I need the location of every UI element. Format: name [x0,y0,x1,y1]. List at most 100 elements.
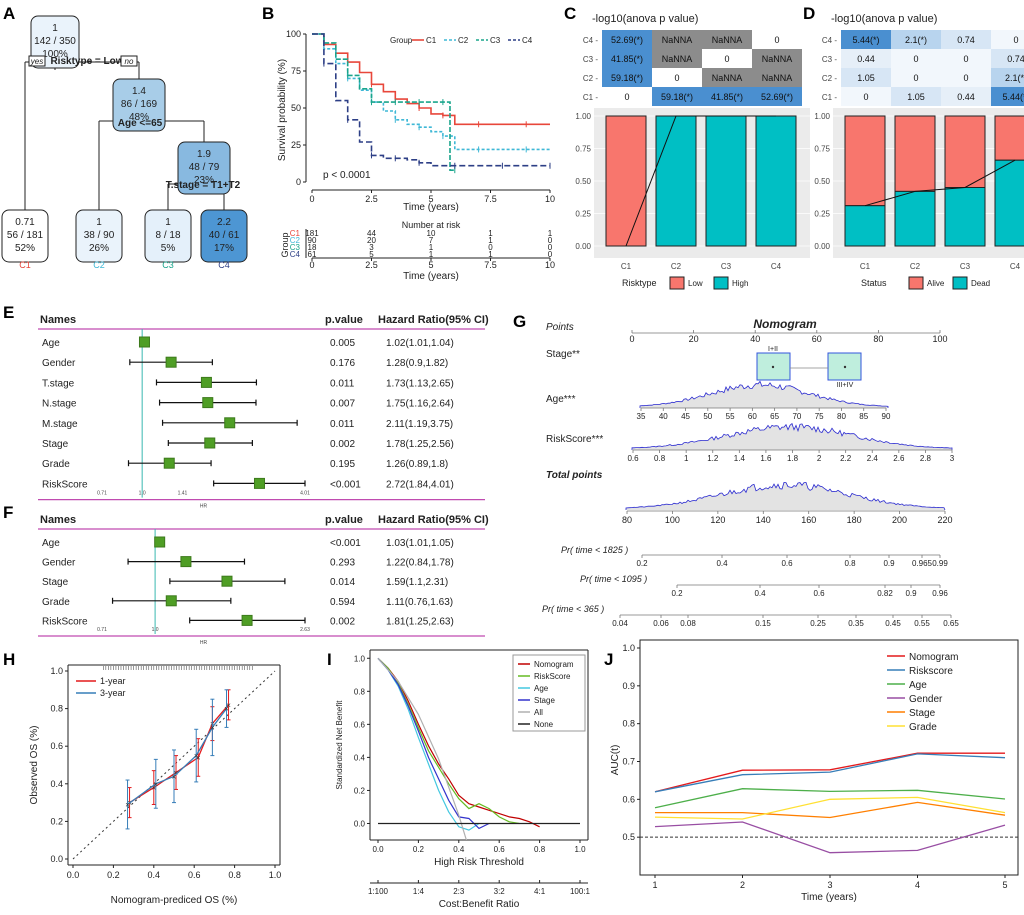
km-curve-C2 [312,33,550,151]
heatmap-cell-value: 1.05 [907,92,925,102]
y-tick-label: 0.00 [814,242,830,251]
node-count: 48 / 79 [189,162,220,173]
dca-line-Nomogram [377,657,540,828]
axis-tick-label: 2.63 [300,627,310,633]
heatmap-cell [991,87,1024,106]
axis-tick-label: 1.0 [139,491,146,497]
ideal-line [72,670,276,860]
yes-box [28,55,46,67]
tick-label: 0.08 [680,619,696,628]
axis-tick-label: 0.71 [97,491,107,497]
tick-label: 0.96 [932,589,948,598]
legend-label: Riskscore [909,666,953,677]
node-value: 1 [96,217,102,228]
risk-group-label: C2 [290,236,301,245]
hazard-ratio: 1.59(1.1,2.31) [386,577,448,588]
heatmap-cell [841,30,891,49]
y-tick-label: 1.0 [50,666,63,676]
hr-estimate-marker [221,575,233,587]
tick-label: 0.45 [885,619,901,628]
heatmap-cell-value: 0 [674,73,679,83]
panel-label: E [3,303,14,322]
calibration-point: × [174,769,179,778]
axis-tick-label: 4.01 [300,491,310,497]
y-tick-label: 0.9 [622,681,635,691]
hazard-ratio: 1.22(0.84,1.78) [386,558,454,569]
y-axis-title: AUC(t) [610,745,621,776]
x-tick-label: 2 [740,880,745,890]
risk-count: 44 [367,229,376,238]
hr-estimate-marker [241,614,253,626]
trend-line [864,159,1016,207]
panel-g: G Nomogram Points 0 20 40 60 80 100 Stage** I+II II… [513,312,959,628]
x2-tick-label: 100:1 [570,887,591,896]
column-header: p.value [325,514,363,526]
calibration-point: × [125,800,130,809]
tick-label: 40 [750,334,760,344]
bar-high [655,115,697,247]
variable-name: T.stage [42,378,75,389]
heatmap-cell-value: 0.74 [957,35,975,45]
tick-label: 180 [847,515,862,525]
y-axis-title: Standardized Net Benefit [335,700,344,790]
tree-node [1,209,49,263]
tree-node [112,78,166,132]
density-curve [639,380,889,408]
y-tick-label: 0.75 [814,145,830,154]
variable-name: N.stage [42,399,77,410]
y-tick-label: 0.50 [575,177,591,186]
dca-line-RiskScore [377,657,520,825]
tick-label: 0.04 [612,619,628,628]
heatmap-title: -log10(anova p value) [831,13,937,25]
row-label: RiskScore*** [546,434,603,445]
risk-count: 1 [429,250,434,259]
variable-name: Stage [42,577,69,588]
tick-label: 100 [665,515,680,525]
x-tick-label: 10 [545,194,555,204]
legend-label: None [534,720,554,729]
bar-alive [894,115,936,192]
heatmap-cell-value: 52.69(*) [611,35,643,45]
heatmap-cell-value: 1.05 [857,73,875,83]
legend-label: C4 [522,36,533,45]
node-percent: 52% [15,243,35,254]
tick-label: 0.8 [844,559,856,568]
heatmap-row-label: C4 - [583,36,598,45]
calibration-point: × [210,723,215,732]
legend-label: Low [688,279,703,288]
tick-label: 80 [873,334,883,344]
heatmap-cell-value: 0 [774,35,779,45]
tick-label: 160 [801,515,816,525]
stage-point [771,365,775,369]
hazard-ratio: 1.26(0.89,1.8) [386,459,448,470]
heatmap-cell [941,87,991,106]
heatmap-cell-value: 0 [963,54,968,64]
x-tick-label: 10 [545,260,555,270]
risk-group-label: C4 [290,250,301,259]
risk-group-label: C3 [290,243,301,252]
variable-name: Grade [42,597,70,608]
tick-label: 1.2 [707,454,719,463]
hr-estimate-marker [202,397,214,409]
dca-line-Stage [377,657,490,830]
heatmap-cell [891,49,941,68]
tick-label: 0.06 [653,619,669,628]
x-tick-label: 0.4 [148,870,161,880]
p-value: 0.293 [330,558,355,569]
panel-j: J 0.5 0.6 0.7 0.8 0.9 1.0 1 2 3 4 5 Time (years) AUC(… [604,639,1019,903]
panel-d: D -log10(anova p value) C4 - 5.44(*) 2.1(*) 0… [803,4,1024,290]
heatmap-cell [702,87,752,106]
heatmap-cell [941,49,991,68]
y-tick-label: 100 [286,29,301,39]
leaf-cluster-label: C3 [162,260,174,270]
stage-level: I+II [768,346,778,353]
heatmap-cell [891,87,941,106]
risk-count: 0 [488,243,493,252]
heatmap-cell-value: NaNNA [712,73,743,83]
hazard-ratio: 1.03(1.01,1.05) [386,538,454,549]
legend-label: Nomogram [534,660,574,669]
heatmap-cell-value: NaNNA [762,73,793,83]
risk-count: 18 [308,243,317,252]
heatmap-row-label: C2 - [822,74,837,83]
tree-node [30,15,80,69]
